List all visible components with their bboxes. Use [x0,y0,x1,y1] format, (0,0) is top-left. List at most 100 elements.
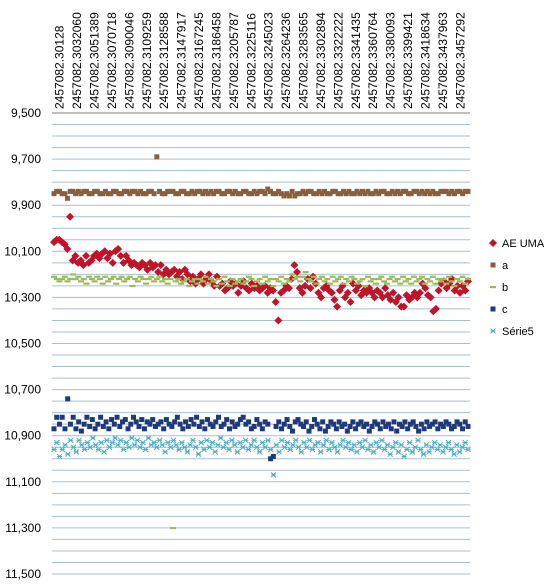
point-a [414,188,420,194]
point-a [159,191,165,197]
point-b [178,282,185,285]
point-c [100,423,106,429]
x-tick-label: 2457082.3245023 [262,12,276,109]
point-c [421,426,427,432]
point-c [166,421,172,427]
point-b [175,277,182,281]
point-c [174,414,180,420]
point-b [148,275,155,278]
point-b [64,280,71,283]
y-tick-label: 10,700 [4,383,41,397]
point-s-rie5 [379,437,385,444]
point-a [322,188,328,194]
point-s-rie5 [70,444,77,451]
point-a [194,188,200,194]
point-a [462,188,468,194]
point-s-rie5 [356,439,363,446]
point-s-rie5 [348,446,355,453]
point-c [331,421,337,427]
point-s-rie5 [217,435,224,441]
point-c [435,426,441,432]
point-s-rie5 [173,442,180,448]
point-b [164,282,171,285]
point-c [306,428,312,434]
point-c [235,421,241,427]
point-a [205,191,211,197]
point-a [381,188,387,194]
point-b [299,275,306,278]
point-b [405,277,412,281]
point-s-rie5 [323,437,330,444]
point-c [292,419,298,425]
point-b [283,277,290,281]
point-b [167,277,174,281]
point-ae-uma [108,258,117,267]
point-a [297,191,303,197]
point-a [270,191,276,197]
point-a [232,188,238,194]
point-b [329,275,336,278]
point-a [424,188,430,194]
point-b [432,282,439,285]
point-s-rie5 [134,437,141,444]
point-b [427,280,434,283]
point-b [386,277,393,281]
point-a [119,191,125,197]
point-c [311,417,317,423]
point-ae-uma [269,286,278,295]
y-tick-label: 10,300 [4,290,41,304]
point-b [421,282,428,285]
point-c [281,421,287,427]
point-s-rie5 [273,442,280,448]
point-ae-uma [92,249,101,258]
point-b [440,277,447,281]
point-b [218,282,225,285]
point-b [294,275,301,278]
point-a [359,188,365,194]
x-tick-label: 2457082.3147917 [175,12,189,109]
point-s-rie5 [245,446,252,453]
point-b [213,284,220,288]
point-c [377,426,383,432]
point-a [349,191,355,197]
point-b [465,277,471,281]
point-a [97,191,103,197]
point-a [278,191,284,197]
point-a [357,191,363,197]
point-a [167,188,173,194]
point-a [276,188,282,194]
point-b [221,275,228,278]
point-s-rie5 [337,442,344,448]
point-c [440,423,446,429]
point-b [391,280,398,283]
x-tick-label: 2457082.3225116 [244,13,258,109]
point-b [145,277,152,281]
point-c [136,423,142,429]
point-a [319,191,325,197]
y-tick-label: 11,500 [5,567,41,581]
point-b [267,277,274,281]
point-c [185,423,191,429]
point-a [102,188,108,194]
point-c [405,426,411,432]
point-b [251,284,258,288]
y-tick-label: 11,300 [5,521,41,535]
point-c [383,423,389,429]
point-a [378,188,384,194]
point-a [408,191,414,197]
point-s-rie5 [167,444,174,451]
point-a [111,188,117,194]
point-b [202,275,209,278]
point-c [287,423,293,429]
point-s-rie5 [451,451,457,457]
point-ae-uma [274,316,283,325]
point-s-rie5 [206,444,213,451]
x-tick-label: 2457082.3090046 [122,12,136,109]
point-s-rie5 [426,448,432,455]
point-c [457,421,463,427]
point-c [300,423,306,429]
point-a [281,193,287,199]
point-ae-uma [394,293,403,302]
point-b [224,280,231,283]
point-b [159,280,166,283]
